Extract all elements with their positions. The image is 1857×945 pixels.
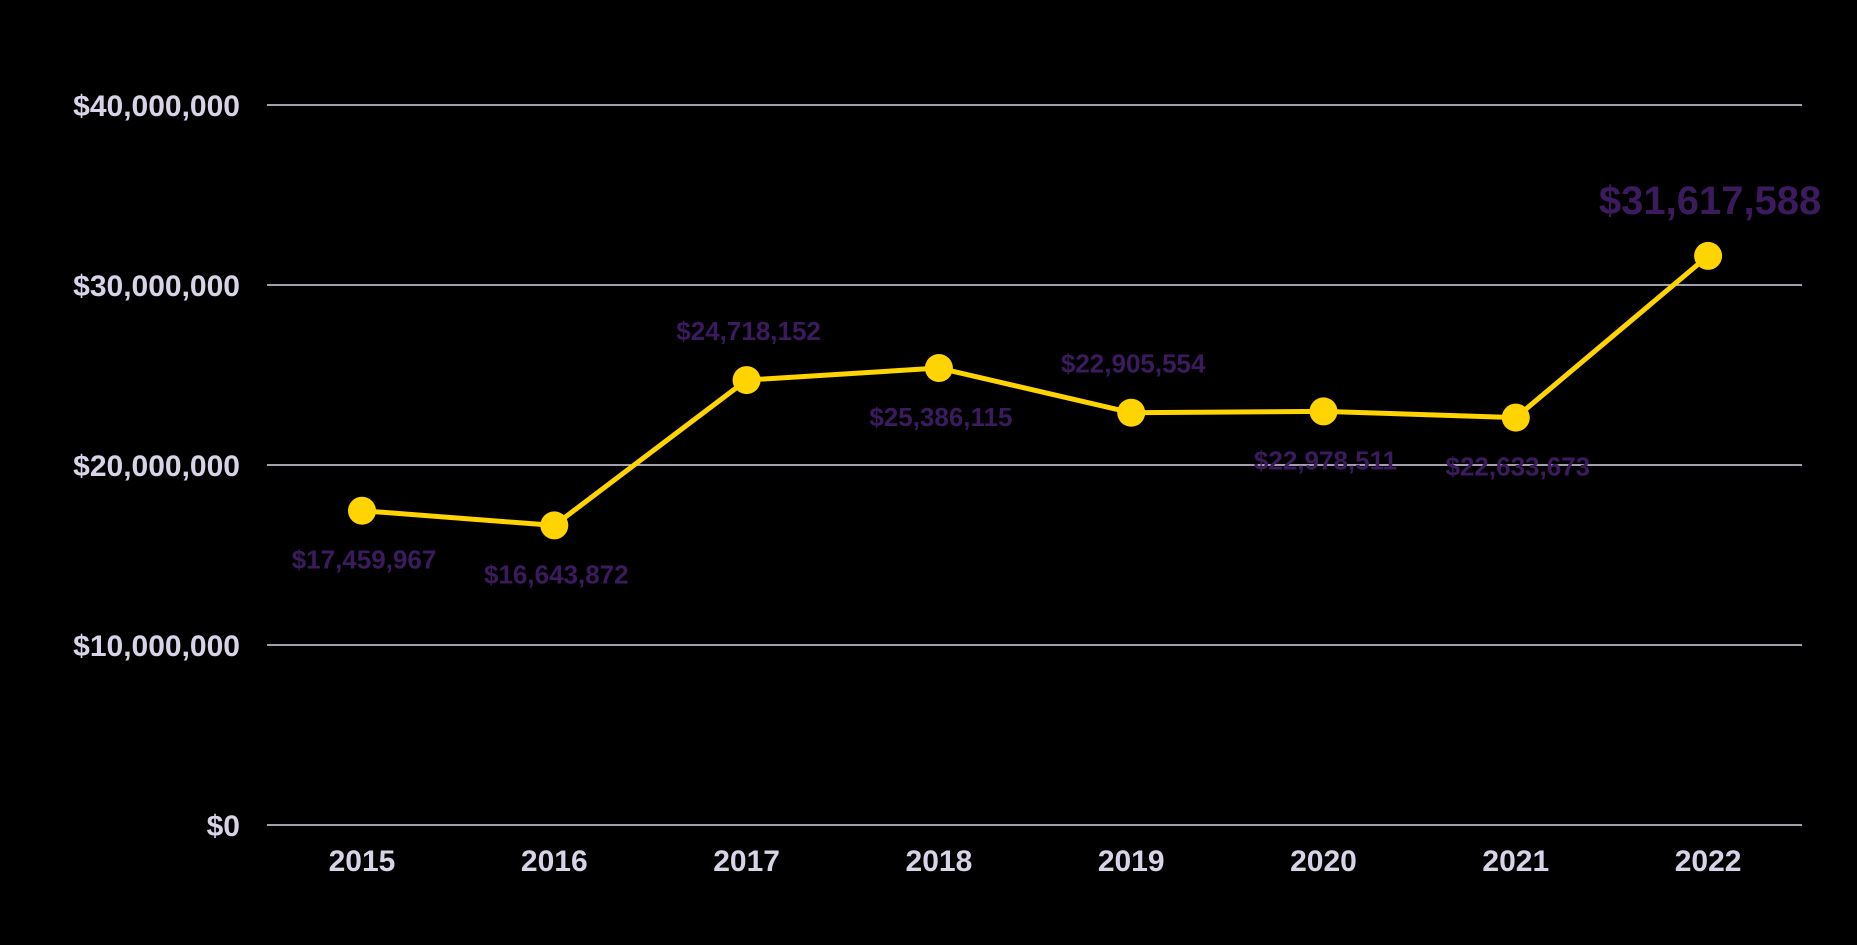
- data-point-2015: [348, 496, 376, 525]
- data-label-2018: $25,386,115: [869, 402, 1012, 432]
- x-tick-label: 2019: [1098, 845, 1165, 878]
- data-point-2017: [732, 366, 761, 395]
- data-label-2019: $22,905,554: [1061, 349, 1206, 379]
- y-tick-label: $0: [207, 810, 240, 843]
- data-points: [348, 241, 1723, 540]
- series-line: [359, 253, 1711, 528]
- data-point-2021: [1501, 403, 1530, 432]
- data-labels: $17,459,967 $16,643,872 $24,718,152 $25,386…: [292, 179, 1822, 590]
- x-tick-label: 2018: [906, 845, 973, 878]
- data-point-2020: [1309, 397, 1338, 426]
- data-point-2022: [1694, 241, 1723, 270]
- data-point-2018: [924, 354, 953, 383]
- x-axis-tick-labels: 2015 2016 2017 2018 2019 2020 2021 2022: [329, 845, 1742, 878]
- data-label-2021: $22,633,673: [1446, 452, 1591, 482]
- data-label-2015: $17,459,967: [292, 545, 437, 575]
- series-line-group: [359, 253, 1711, 528]
- x-tick-label: 2020: [1290, 845, 1357, 878]
- x-tick-label: 2017: [713, 845, 780, 878]
- data-point-2016: [540, 511, 569, 540]
- y-tick-label: $20,000,000: [73, 450, 240, 483]
- x-tick-label: 2021: [1482, 845, 1549, 878]
- y-axis-tick-labels: $0 $10,000,000 $20,000,000 $30,000,000 $40,0…: [73, 90, 240, 843]
- data-label-2022: $31,617,588: [1599, 179, 1821, 223]
- data-label-2016: $16,643,872: [484, 559, 629, 589]
- x-tick-label: 2022: [1675, 845, 1742, 878]
- data-label-2020: $22,978,511: [1254, 445, 1397, 475]
- x-tick-label: 2016: [521, 845, 588, 878]
- x-tick-label: 2015: [329, 845, 396, 878]
- y-tick-label: $10,000,000: [73, 630, 240, 663]
- grid-lines: [267, 104, 1802, 826]
- y-tick-label: $30,000,000: [73, 270, 240, 303]
- data-label-2017: $24,718,152: [676, 316, 821, 346]
- y-tick-label: $40,000,000: [73, 90, 240, 123]
- data-point-2019: [1117, 398, 1146, 427]
